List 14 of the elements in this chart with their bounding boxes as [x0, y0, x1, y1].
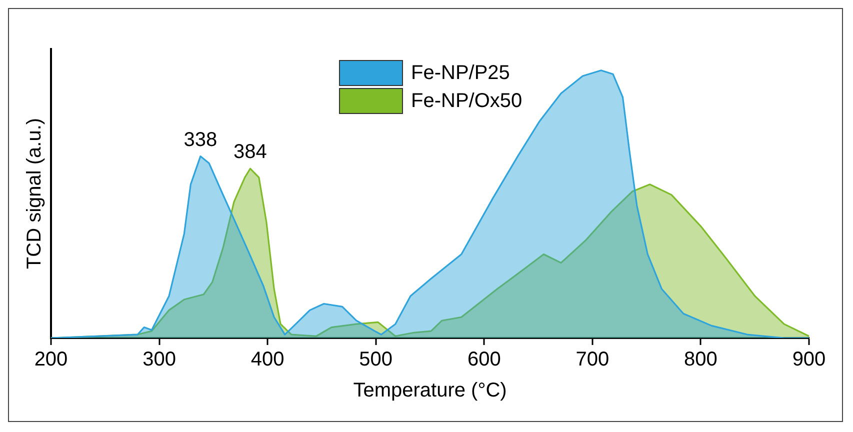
x-tick-label: 800 — [684, 348, 718, 371]
legend-label: Fe-NP/Ox50 — [411, 90, 522, 112]
annotation: 384 — [234, 141, 267, 164]
x-tick-label: 400 — [250, 348, 284, 371]
x-tick-label: 900 — [792, 348, 826, 371]
x-tick-label: 500 — [359, 348, 393, 371]
x-tick-label: 300 — [142, 348, 176, 371]
x-tick-label: 600 — [467, 348, 501, 371]
x-axis-title: Temperature (°C) — [353, 380, 507, 402]
x-tick-label: 700 — [576, 348, 610, 371]
annotation: 338 — [184, 128, 218, 151]
x-tick-label: 200 — [34, 348, 68, 371]
legend-label: Fe-NP/P25 — [411, 62, 510, 84]
y-axis-title: TCD signal (a.u.) — [24, 118, 46, 270]
